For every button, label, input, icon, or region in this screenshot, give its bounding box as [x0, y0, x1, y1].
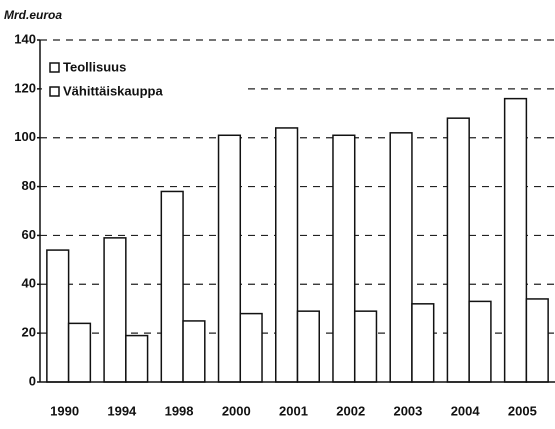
bar	[46, 249, 70, 383]
legend-box	[42, 50, 242, 106]
legend-label: Vähittäiskauppa	[63, 83, 163, 98]
legend-swatch	[49, 62, 60, 73]
x-tick-label: 2000	[222, 403, 251, 418]
x-tick-label: 2001	[279, 403, 308, 418]
bar	[125, 334, 149, 383]
y-tick-label: 140	[14, 31, 36, 46]
bar	[353, 310, 378, 383]
x-tick-label: 1990	[50, 403, 79, 418]
bar	[468, 300, 492, 383]
bar	[275, 127, 299, 383]
bar	[296, 310, 320, 383]
y-axis-label: Mrd.euroa	[4, 8, 62, 22]
y-tick-label: 100	[14, 129, 36, 144]
bar	[160, 190, 184, 383]
legend-swatch	[49, 86, 60, 97]
bar	[389, 132, 413, 383]
bar	[411, 303, 435, 383]
bar	[67, 322, 92, 383]
bar	[182, 320, 206, 383]
x-tick-label: 1998	[165, 403, 194, 418]
x-tick-label: 2003	[393, 403, 422, 418]
bar	[525, 298, 549, 383]
y-tick-label: 40	[22, 276, 36, 291]
bar	[217, 134, 242, 383]
bar	[332, 134, 356, 383]
bar	[103, 237, 127, 383]
legend-label: Teollisuus	[63, 59, 126, 74]
y-tick-label: 0	[29, 373, 36, 388]
x-tick-label: 2002	[336, 403, 365, 418]
bar	[503, 97, 528, 383]
y-tick-label: 20	[22, 325, 36, 340]
x-tick-label: 2004	[451, 403, 481, 418]
bar	[446, 117, 470, 383]
bar	[239, 312, 263, 383]
y-tick-label: 120	[14, 80, 36, 95]
x-tick-label: 2005	[508, 403, 537, 418]
y-tick-label: 60	[22, 227, 36, 242]
y-tick-label: 80	[22, 178, 36, 193]
x-tick-label: 1994	[107, 403, 137, 418]
